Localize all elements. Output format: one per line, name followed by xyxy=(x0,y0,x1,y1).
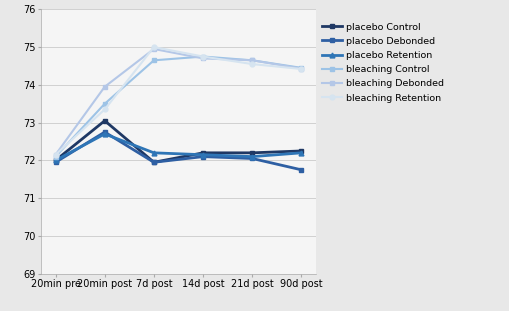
bleaching Debonded xyxy=(151,47,157,51)
placebo Control xyxy=(151,160,157,164)
bleaching Retention xyxy=(298,67,304,71)
bleaching Control xyxy=(249,58,255,62)
bleaching Debonded xyxy=(52,153,59,156)
bleaching Debonded xyxy=(200,57,206,60)
placebo Debonded xyxy=(200,155,206,159)
bleaching Debonded xyxy=(101,85,107,89)
Line: bleaching Control: bleaching Control xyxy=(53,54,303,159)
bleaching Retention xyxy=(200,55,206,58)
bleaching Retention xyxy=(101,108,107,111)
bleaching Retention xyxy=(52,153,59,156)
bleaching Retention xyxy=(151,45,157,49)
bleaching Control xyxy=(298,66,304,70)
Line: placebo Retention: placebo Retention xyxy=(53,132,303,163)
placebo Retention xyxy=(249,155,255,159)
placebo Retention xyxy=(298,151,304,155)
placebo Retention xyxy=(101,132,107,136)
bleaching Control xyxy=(101,102,107,106)
bleaching Debonded xyxy=(249,58,255,62)
Line: placebo Control: placebo Control xyxy=(53,118,303,165)
Line: bleaching Retention: bleaching Retention xyxy=(53,45,303,157)
placebo Debonded xyxy=(298,168,304,172)
placebo Debonded xyxy=(151,160,157,164)
placebo Control xyxy=(52,159,59,162)
bleaching Retention xyxy=(249,62,255,66)
placebo Debonded xyxy=(101,130,107,134)
placebo Control xyxy=(249,151,255,155)
Line: bleaching Debonded: bleaching Debonded xyxy=(53,47,303,157)
placebo Debonded xyxy=(52,160,59,164)
placebo Control xyxy=(101,119,107,123)
placebo Debonded xyxy=(249,157,255,160)
Line: placebo Debonded: placebo Debonded xyxy=(53,130,303,172)
Legend: placebo Control, placebo Debonded, placebo Retention, bleaching Control, bleachi: placebo Control, placebo Debonded, place… xyxy=(321,22,443,103)
placebo Retention xyxy=(151,151,157,155)
placebo Control xyxy=(298,149,304,153)
placebo Control xyxy=(200,151,206,155)
bleaching Control xyxy=(52,155,59,159)
bleaching Debonded xyxy=(298,67,304,71)
placebo Retention xyxy=(52,159,59,162)
bleaching Control xyxy=(200,55,206,58)
bleaching Control xyxy=(151,58,157,62)
placebo Retention xyxy=(200,153,206,156)
